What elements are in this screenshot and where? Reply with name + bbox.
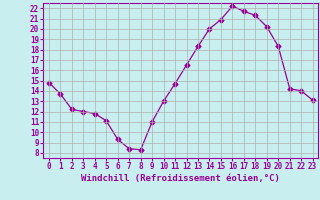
X-axis label: Windchill (Refroidissement éolien,°C): Windchill (Refroidissement éolien,°C) — [81, 174, 280, 183]
